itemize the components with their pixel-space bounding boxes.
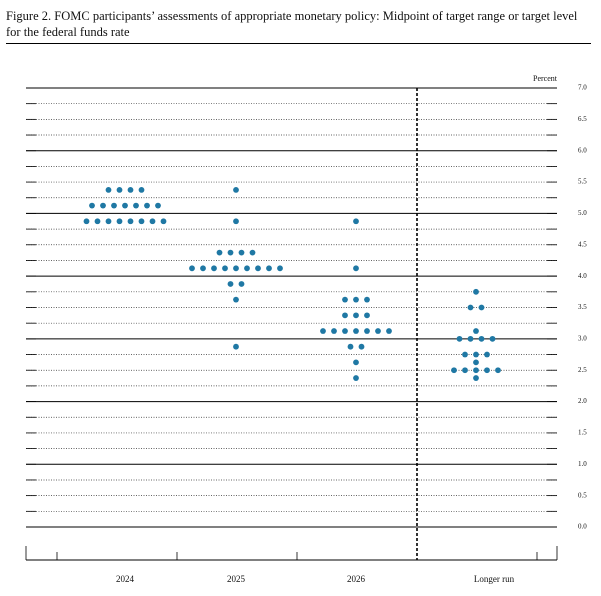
dot <box>133 202 139 209</box>
dot <box>105 218 112 225</box>
dot <box>277 265 283 272</box>
y-tick-label: 4.0 <box>578 272 587 280</box>
dot <box>473 288 479 295</box>
dot <box>364 328 370 334</box>
dot <box>83 218 90 225</box>
dot <box>353 328 359 334</box>
y-tick-label: 3.5 <box>578 303 587 311</box>
dot <box>467 335 474 342</box>
dot <box>89 202 95 209</box>
dot <box>489 335 496 342</box>
y-tick-label: 1.5 <box>578 429 587 437</box>
dot <box>155 202 161 209</box>
dot <box>473 375 479 381</box>
dot <box>353 359 359 366</box>
y-tick-label: 7.0 <box>578 84 587 92</box>
dot <box>216 249 223 256</box>
dot <box>111 202 117 209</box>
dot <box>353 265 359 272</box>
dot <box>116 218 123 225</box>
dot <box>138 218 145 225</box>
dot <box>222 265 228 272</box>
dot <box>249 249 256 256</box>
dot <box>233 296 239 303</box>
dot <box>473 328 479 334</box>
dot <box>462 351 468 358</box>
y-tick-label: 0.5 <box>578 491 587 499</box>
dot <box>105 187 112 193</box>
dot <box>238 249 245 256</box>
dot <box>144 202 150 209</box>
x-tick-label: 2026 <box>347 574 366 584</box>
y-axis-label: Percent <box>533 74 558 83</box>
dot <box>353 375 359 381</box>
dot <box>347 343 354 350</box>
dot <box>358 343 365 350</box>
dot <box>495 367 501 374</box>
dot <box>375 328 381 334</box>
dot <box>342 296 348 303</box>
dot <box>484 367 490 374</box>
dot <box>200 265 206 272</box>
dot <box>364 312 370 319</box>
dot <box>149 218 156 225</box>
dot <box>211 265 217 272</box>
dot <box>189 265 195 272</box>
dot <box>233 187 239 193</box>
x-tick-label: Longer run <box>474 574 515 584</box>
dot <box>456 335 463 342</box>
dot <box>320 328 326 334</box>
dot <box>473 367 479 374</box>
y-tick-label: 2.0 <box>578 397 587 405</box>
dot <box>233 218 239 225</box>
dot <box>255 265 261 272</box>
dot <box>473 359 479 366</box>
dot <box>233 343 239 350</box>
dot <box>127 218 134 225</box>
chart-title: Figure 2. FOMC participants’ assessments… <box>6 8 591 44</box>
dot <box>462 367 468 374</box>
y-tick-label: 4.5 <box>578 240 587 248</box>
dot <box>94 218 101 225</box>
y-tick-label: 6.5 <box>578 115 587 123</box>
dot <box>266 265 272 272</box>
dot <box>116 187 123 193</box>
dot <box>467 304 474 311</box>
y-tick-label: 2.5 <box>578 366 587 374</box>
dot <box>244 265 250 272</box>
dot <box>353 312 359 319</box>
dot <box>342 328 348 334</box>
dot <box>227 281 234 287</box>
y-tick-label: 5.0 <box>578 209 587 217</box>
dot <box>233 265 239 272</box>
dot <box>364 296 370 303</box>
dot <box>138 187 145 193</box>
dot <box>238 281 245 287</box>
dot <box>386 328 392 334</box>
dot <box>160 218 167 225</box>
dot <box>478 304 485 311</box>
dot <box>478 335 485 342</box>
x-tick-label: 2024 <box>116 574 135 584</box>
dot <box>227 249 234 256</box>
y-tick-label: 3.0 <box>578 334 587 342</box>
dot <box>473 351 479 358</box>
dot <box>353 296 359 303</box>
dot <box>100 202 106 209</box>
dot <box>331 328 337 334</box>
dot <box>353 218 359 225</box>
dot <box>127 187 134 193</box>
dot <box>342 312 348 319</box>
y-tick-label: 1.0 <box>578 460 587 468</box>
x-tick-label: 2025 <box>227 574 246 584</box>
y-tick-label: 6.0 <box>578 146 587 154</box>
y-tick-label: 0.0 <box>578 523 587 531</box>
dot <box>122 202 128 209</box>
y-tick-label: 5.5 <box>578 178 587 186</box>
dot <box>484 351 490 358</box>
dot <box>451 367 457 374</box>
